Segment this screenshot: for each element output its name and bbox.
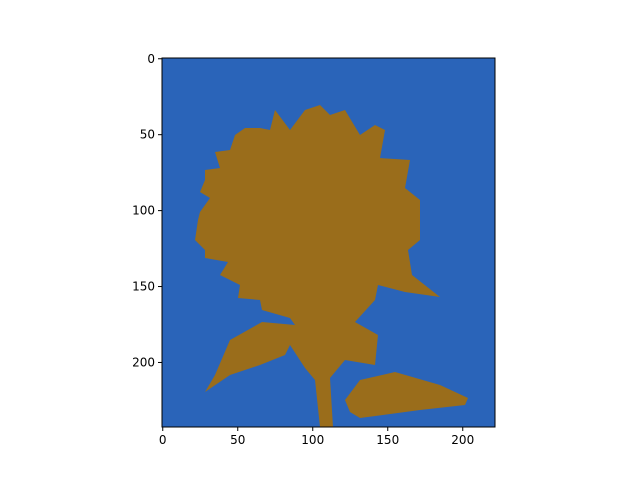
y-tick-label: 100: [132, 204, 155, 218]
x-tick-label: 200: [451, 433, 474, 447]
plot-area: [161, 57, 496, 428]
y-tick-label: 150: [132, 280, 155, 294]
x-tick-label: 50: [230, 433, 245, 447]
image-silhouette: [195, 105, 468, 427]
axes-frame: [161, 57, 496, 428]
x-tick-label: 100: [301, 433, 324, 447]
y-tick-label: 0: [147, 52, 155, 66]
x-tick-label: 150: [376, 433, 399, 447]
y-tick-label: 200: [132, 355, 155, 369]
x-tick-label: 0: [159, 433, 167, 447]
y-tick-label: 50: [140, 128, 155, 142]
